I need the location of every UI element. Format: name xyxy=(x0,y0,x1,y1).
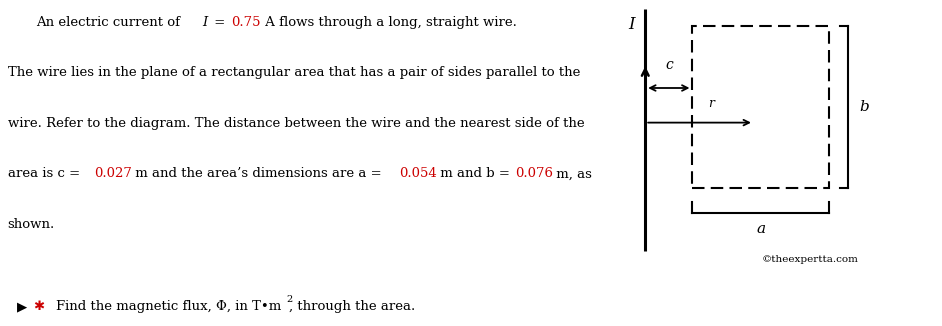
Text: 0.75: 0.75 xyxy=(232,16,261,29)
Text: 2: 2 xyxy=(286,295,293,304)
Text: ©theexpertta.com: ©theexpertta.com xyxy=(762,255,858,264)
Text: 0.076: 0.076 xyxy=(515,167,554,180)
Text: =: = xyxy=(210,16,229,29)
Text: I: I xyxy=(203,16,208,29)
Text: Find the magnetic flux, Φ, in T•m: Find the magnetic flux, Φ, in T•m xyxy=(56,300,281,313)
Text: shown.: shown. xyxy=(8,218,55,231)
Text: m, as: m, as xyxy=(552,167,592,180)
Text: area is c =: area is c = xyxy=(8,167,84,180)
Text: m and b =: m and b = xyxy=(436,167,513,180)
Text: An electric current of: An electric current of xyxy=(36,16,184,29)
Text: m and the area’s dimensions are a =: m and the area’s dimensions are a = xyxy=(131,167,386,180)
Bar xyxy=(692,26,829,187)
Text: 0.054: 0.054 xyxy=(399,167,437,180)
Text: ✱: ✱ xyxy=(34,300,44,313)
Text: b: b xyxy=(859,100,869,114)
Text: wire. Refer to the diagram. The distance between the wire and the nearest side o: wire. Refer to the diagram. The distance… xyxy=(8,117,584,130)
Text: a: a xyxy=(756,222,766,236)
Text: A flows through a long, straight wire.: A flows through a long, straight wire. xyxy=(261,16,516,29)
Text: r: r xyxy=(708,96,714,110)
Text: I: I xyxy=(628,16,635,33)
Text: , through the area.: , through the area. xyxy=(289,300,415,313)
Text: ▶: ▶ xyxy=(17,300,27,313)
Text: 0.027: 0.027 xyxy=(94,167,133,180)
Text: The wire lies in the plane of a rectangular area that has a pair of sides parall: The wire lies in the plane of a rectangu… xyxy=(8,67,580,79)
Text: c: c xyxy=(665,58,673,72)
